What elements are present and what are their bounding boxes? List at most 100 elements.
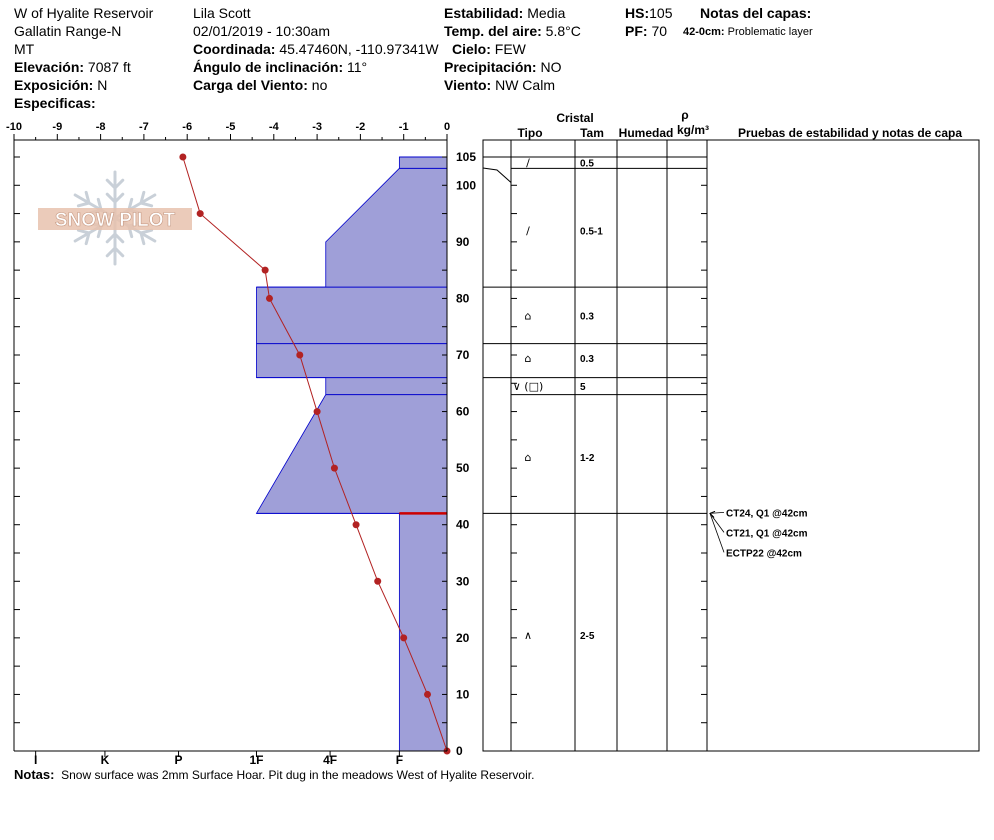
layer-crystal-type: ⌂: [525, 309, 532, 322]
temp-tick-label: -10: [6, 121, 22, 133]
temp-tick-label: 0: [444, 121, 450, 133]
layer-crystal-type: /: [526, 157, 530, 170]
snowflake-branch: [105, 178, 117, 190]
height-tick-label: 70: [456, 348, 470, 362]
precip-value: NO: [540, 59, 562, 75]
snowflake-branch: [113, 178, 125, 190]
elevation-value: 7087 ft: [87, 59, 131, 75]
layer-crystal-type: /: [526, 225, 530, 238]
temperature-point: [196, 210, 204, 218]
hardness-tick-label: F: [396, 753, 403, 767]
moisture-header: Humedad: [619, 126, 674, 140]
stability-test-label: CT21, Q1 @42cm: [726, 528, 808, 539]
temperature-point: [400, 634, 408, 642]
stability-label: Estabilidad:: [444, 5, 524, 21]
height-tick-label: 90: [456, 235, 470, 249]
hs-row: HS:105: [625, 4, 672, 22]
sky-label: Cielo:: [452, 41, 491, 57]
layer-crystal-type: ⌂: [525, 451, 532, 464]
layer-crystal-size: 0.5-1: [580, 227, 603, 238]
snowflake-branch: [105, 192, 117, 204]
sky-row: Cielo: FEW: [452, 40, 526, 58]
notes-row: Notas: Snow surface was 2mm Surface Hoar…: [14, 767, 534, 782]
stability-test-label: ECTP22 @42cm: [726, 548, 802, 559]
hardness-tick-label: 4F: [323, 753, 337, 767]
hardness-tick-label: P: [175, 753, 183, 767]
stability-test-label: CT24, Q1 @42cm: [726, 508, 808, 519]
hardness-tick-label: I: [34, 753, 37, 767]
temp-tick-label: -3: [312, 121, 322, 133]
notes-text: Snow surface was 2mm Surface Hoar. Pit d…: [61, 768, 535, 782]
coordinate-row: Coordinada: 45.47460N, -110.97341W: [193, 40, 439, 58]
site-location: W of Hyalite Reservoir: [14, 5, 154, 21]
temperature-point: [330, 464, 338, 472]
temp-tick-label: -6: [182, 121, 192, 133]
slope-row: Ángulo de inclinación: 11°: [193, 58, 367, 76]
wind-label: Viento:: [444, 77, 492, 93]
aspect-label: Exposición:: [14, 77, 94, 93]
air-temp-row: Temp. del aire: 5.8°C: [444, 22, 581, 40]
snowflake-branch: [84, 190, 91, 205]
stability-value: Media: [527, 5, 566, 21]
density-unit-header: kg/m³: [677, 123, 709, 137]
temperature-point: [261, 266, 269, 274]
temp-tick-label: -7: [139, 121, 149, 133]
temperature-point: [313, 408, 321, 416]
wind-value: NW Calm: [495, 77, 555, 93]
snowpilot-logo: SNOW PILOT: [38, 170, 192, 266]
snowflake-branch: [84, 231, 91, 246]
stability-test-arrow: [709, 513, 725, 533]
hardness-profile: [255, 156, 448, 752]
layer-connector: [482, 167, 512, 183]
height-tick-label: 30: [456, 574, 470, 588]
notes-label: Notas:: [14, 767, 55, 782]
rho-header: ρ: [681, 108, 688, 122]
temperature-point: [265, 294, 273, 302]
snowflake-branch: [113, 232, 125, 244]
temp-tick-label: -5: [226, 121, 236, 133]
elevation-row: Elevación: 7087 ft: [14, 58, 131, 76]
layer-crystal-type: ⌂: [525, 352, 532, 365]
layer-crystal-size: 2-5: [580, 631, 595, 642]
height-tick-label: 100: [456, 178, 476, 192]
hardness-tick-label: K: [101, 753, 110, 767]
layer-table: Cristal Tipo Tam Humedad ρkg/m³ Pruebas de es…: [482, 108, 980, 752]
elevation-label: Elevación:: [14, 59, 85, 75]
temp-tick-label: -9: [52, 121, 62, 133]
snowflake-branch: [76, 228, 91, 235]
height-tick-label: 0: [456, 744, 463, 758]
snowflake-branch: [139, 190, 146, 205]
snowflake-branch: [139, 201, 154, 208]
observer-name: Lila Scott: [193, 5, 251, 21]
layer-crystal-type: ∧: [524, 629, 532, 642]
stability-test-arrowhead: [709, 511, 716, 518]
wind-load-row: Carga del Viento: no: [193, 76, 327, 94]
temperature-point: [179, 153, 187, 161]
site-range: Gallatin Range-N: [14, 23, 122, 39]
layer-crystal-size: 0.3: [580, 311, 594, 322]
stability-test-arrow: [709, 513, 725, 553]
sky-value: FEW: [494, 41, 526, 57]
pf-row: PF: 70: [625, 22, 667, 40]
layer-crystal-size: 0.3: [580, 354, 594, 365]
layer-crystal-type: ∨ (□): [513, 380, 544, 393]
air-temp-label: Temp. del aire:: [444, 23, 542, 39]
slope-value: 11°: [347, 59, 368, 75]
layer-crystal-size: 5: [580, 382, 586, 393]
temp-tick-label: -8: [96, 121, 106, 133]
specifics-label: Especificas:: [14, 95, 96, 111]
layer-crystal-size: 1-2: [580, 453, 595, 464]
crystal-header: Cristal: [556, 111, 593, 125]
snowflake-branch: [139, 231, 146, 246]
height-tick-label: 20: [456, 631, 470, 645]
table-frame: [482, 139, 980, 752]
coord-label: Coordinada:: [193, 41, 276, 57]
stability-test-arrow: [709, 512, 725, 514]
snowflake-branch: [139, 228, 154, 235]
hs-value: 105: [649, 5, 673, 21]
temp-tick-label: -2: [356, 121, 366, 133]
pf-value: 70: [651, 23, 668, 39]
layer-notes-label: Notas del capas:: [700, 5, 812, 21]
tests-header: Pruebas de estabilidad y notas de capa: [738, 126, 962, 140]
wind-load-value: no: [311, 77, 328, 93]
